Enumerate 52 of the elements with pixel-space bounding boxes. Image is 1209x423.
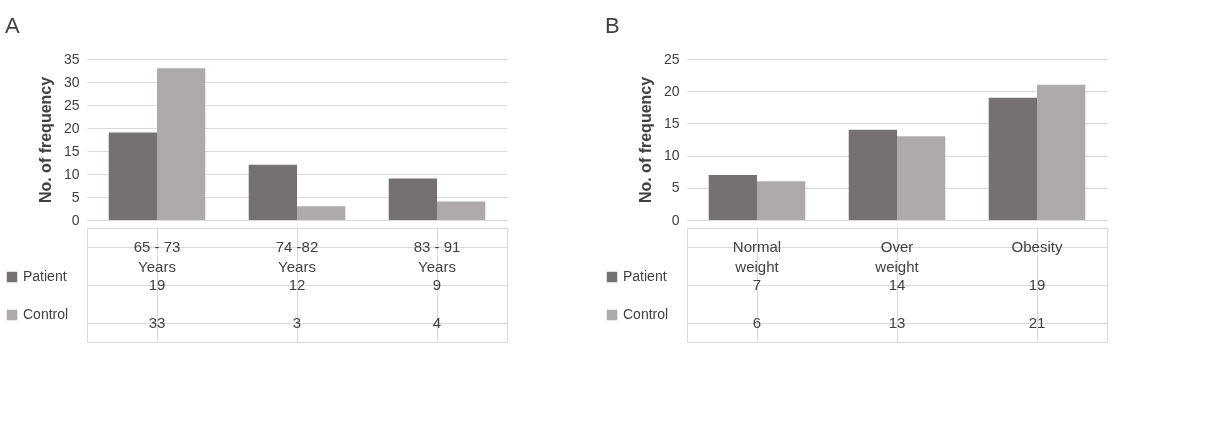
data-label: 19 (1028, 276, 1046, 293)
y-tick-label: 25 (63, 96, 80, 113)
y-tick-label: 30 (63, 73, 80, 90)
y-tick-label: 35 (63, 50, 80, 67)
bar (157, 68, 206, 220)
bar (437, 201, 486, 220)
data-label: 33 (148, 314, 166, 331)
x-tick-label: Normal weight (732, 238, 782, 275)
y-tick-label: 15 (63, 142, 80, 159)
legend-label: Control (23, 306, 69, 322)
data-label: 4 (432, 314, 442, 331)
chart-title: B (605, 13, 620, 38)
bar (708, 174, 757, 220)
y-tick-label: 10 (63, 165, 80, 182)
x-tick-label: Obesity (1011, 238, 1063, 255)
bar (108, 132, 157, 220)
data-label: 7 (752, 276, 762, 293)
y-tick-label: 5 (71, 188, 80, 205)
y-axis-title: No. of frequency (636, 76, 654, 204)
data-label: 19 (148, 276, 166, 293)
y-tick-label: 5 (671, 179, 680, 196)
data-label: 21 (1028, 314, 1046, 331)
x-tick-label: 83 - 91 Years (413, 238, 461, 275)
x-tick-label: 65 - 73 Years (133, 238, 181, 275)
data-label: 13 (888, 314, 906, 331)
data-label: 9 (432, 276, 442, 293)
y-tick-label: 0 (71, 211, 80, 228)
legend-label: Patient (623, 268, 667, 284)
y-axis-title: No. of frequency (36, 76, 54, 204)
y-tick-label: 15 (663, 114, 680, 131)
bar (388, 178, 437, 220)
bar (297, 206, 346, 220)
bar (897, 136, 946, 220)
y-tick-label: 10 (663, 147, 680, 164)
data-label: 6 (752, 314, 762, 331)
y-tick-label: 20 (663, 82, 680, 99)
data-label: 3 (292, 314, 302, 331)
x-tick-label: 74 -82 Years (275, 238, 319, 275)
bar (248, 164, 297, 220)
chart-title: A (5, 13, 20, 38)
legend-label: Patient (23, 268, 67, 284)
y-tick-label: 0 (671, 211, 680, 228)
y-tick-label: 25 (663, 50, 680, 67)
data-label: 14 (888, 276, 906, 293)
bar (757, 181, 806, 220)
bar (848, 129, 897, 220)
legend-label: Control (623, 306, 669, 322)
data-label: 12 (288, 276, 306, 293)
x-tick-label: Over weight (874, 238, 920, 275)
bar (988, 97, 1037, 220)
bar (1037, 84, 1086, 220)
y-tick-label: 20 (63, 119, 80, 136)
